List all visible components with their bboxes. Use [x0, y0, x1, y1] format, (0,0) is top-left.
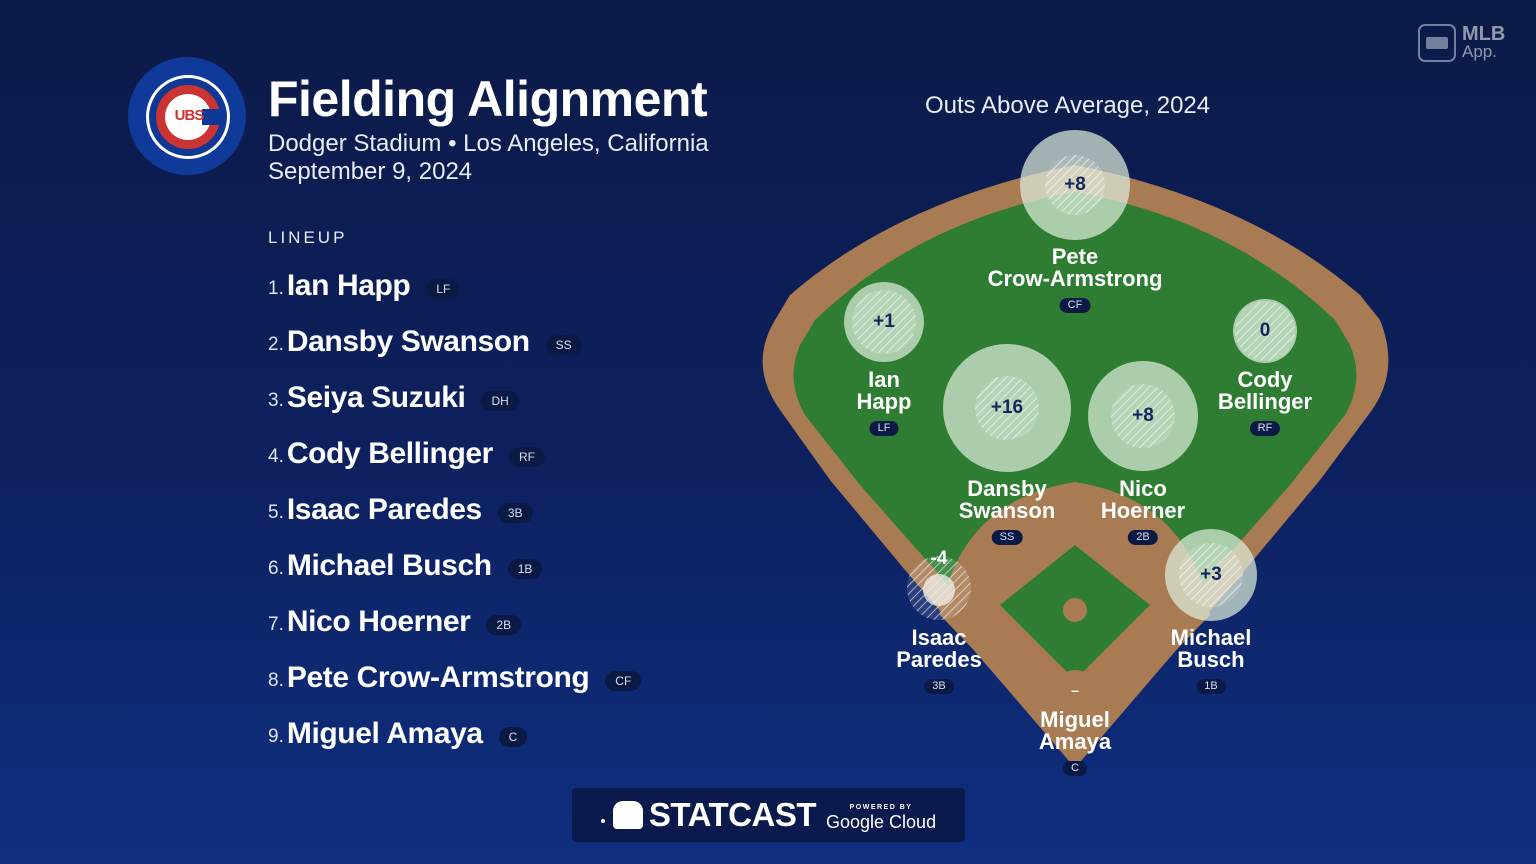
position-badge: C	[498, 727, 528, 747]
batting-order: 4.	[268, 446, 284, 467]
position-badge: LF	[869, 421, 899, 436]
field-title: Outs Above Average, 2024	[925, 92, 1211, 119]
batting-order: 1.	[268, 278, 284, 299]
position-badge: SS	[991, 530, 1023, 545]
mlb-app-subtext: App.	[1462, 42, 1497, 61]
position-badge: 1B	[507, 559, 543, 579]
player-name: Seiya Suzuki	[286, 381, 466, 414]
logo-text: UBS	[174, 107, 205, 124]
player-name: Ian Happ	[286, 269, 411, 302]
page-title: Fielding Alignment	[268, 71, 708, 127]
position-badge: LF	[426, 279, 461, 299]
lineup-list: 1. Ian Happ LF 2. Dansby Swanson SS 3. Seiya …	[268, 258, 642, 762]
venue: Dodger Stadium • Los Angeles, California	[268, 130, 709, 157]
position-badge: RF	[1249, 421, 1281, 436]
field-player-1b: Michael Busch 1B	[1170, 625, 1252, 694]
position-badge: CF	[605, 671, 642, 691]
field-player-2b: Nico Hoerner 2B	[1100, 476, 1186, 545]
lineup-row: 8. Pete Crow-Armstrong CF	[268, 650, 642, 706]
position-badge: 1B	[1196, 679, 1226, 694]
oaa-bubble-1b	[1165, 529, 1257, 621]
oaa-value-c: –	[1071, 682, 1079, 698]
statcast-wordmark: STATCAST	[648, 796, 817, 833]
field-player-cf: Pete Crow-Armstrong CF	[987, 244, 1163, 313]
team-logo: UBS	[128, 57, 246, 175]
field-player-c: Miguel Amaya C	[1038, 707, 1112, 776]
logo-c: UBS	[156, 85, 222, 149]
oaa-bubble-cf	[1020, 130, 1130, 240]
lineup-row: 9. Miguel Amaya C	[268, 706, 641, 762]
player-name: Dansby Swanson	[286, 325, 530, 358]
field-player-3b: Isaac Paredes 3B	[896, 625, 982, 694]
statcast-banner: STATCAST POWERED BY Google Cloud	[572, 788, 965, 842]
position-badge: C	[1063, 761, 1087, 776]
oaa-value-rf: 0	[1259, 320, 1271, 341]
batting-order: 5.	[268, 502, 284, 523]
player-name: Michael Busch	[286, 549, 492, 582]
game-info: Dodger Stadium • Los Angeles, California…	[268, 130, 709, 186]
mlb-logo-icon	[1418, 24, 1456, 62]
oaa-bubble-3b	[907, 556, 971, 620]
lineup-row: 4. Cody Bellinger RF	[268, 426, 641, 482]
oaa-value-lf: +1	[873, 311, 895, 332]
player-name: Isaac Paredes	[286, 493, 482, 526]
lineup-row: 5. Isaac Paredes 3B	[268, 482, 641, 538]
field-player-ss: Dansby Swanson SS	[958, 476, 1056, 545]
batting-order: 9.	[268, 726, 284, 747]
oaa-value-2b: +8	[1132, 405, 1154, 426]
field-player-rf: Cody Bellinger RF	[1217, 367, 1313, 436]
lineup-label: LINEUP	[268, 228, 348, 247]
batting-order: 6.	[268, 558, 284, 579]
oaa-bubble-rf	[1233, 299, 1297, 363]
position-badge: 2B	[1128, 530, 1158, 545]
google-cloud-logo: POWERED BY Google Cloud	[826, 804, 937, 832]
batting-order: 2.	[268, 334, 284, 355]
position-badge: RF	[508, 447, 545, 467]
home-plate-circle	[1053, 670, 1097, 714]
lineup-row: 2. Dansby Swanson SS	[268, 314, 641, 370]
player-name: Nico Hoerner	[286, 605, 471, 638]
mlb-app-text: MLB	[1462, 23, 1506, 45]
position-badge: CF	[1059, 298, 1091, 313]
position-badge: DH	[481, 391, 519, 411]
batting-order: 3.	[268, 390, 284, 411]
batting-order: 7.	[268, 614, 284, 635]
player-name: Pete Crow-Armstrong	[286, 661, 590, 694]
oaa-bubble-ss	[943, 344, 1071, 472]
mlb-batter-icon	[612, 801, 643, 829]
pitchers-mound	[1063, 598, 1087, 622]
position-badge: 3B	[924, 679, 954, 694]
dot-icon	[600, 819, 605, 823]
oaa-value-ss: +16	[990, 397, 1024, 418]
lineup-row: 6. Michael Busch 1B	[268, 538, 641, 594]
lineup-row: 7. Nico Hoerner 2B	[268, 594, 641, 650]
mlb-app-logo: MLB App.	[1418, 24, 1505, 62]
position-badge: 3B	[497, 503, 533, 523]
lineup-row: 3. Seiya Suzuki DH	[268, 370, 641, 426]
game-date: September 9, 2024	[268, 158, 473, 185]
player-name: Miguel Amaya	[286, 717, 483, 750]
player-name: Cody Bellinger	[286, 437, 494, 470]
oaa-value-cf: +8	[1064, 174, 1086, 195]
position-badge: 2B	[486, 615, 522, 635]
lineup-row: 1. Ian Happ LF	[268, 258, 641, 314]
oaa-value-3b: -4	[930, 548, 948, 569]
position-badge: SS	[545, 335, 582, 355]
logo-ring: UBS	[146, 75, 230, 159]
oaa-bubble-2b	[1088, 361, 1198, 471]
field-player-lf: Ian Happ LF	[856, 367, 912, 436]
outfield-grass	[793, 192, 1357, 735]
oaa-bubble-lf	[844, 282, 924, 362]
oaa-value-1b: +3	[1200, 564, 1222, 585]
batting-order: 8.	[268, 670, 284, 691]
